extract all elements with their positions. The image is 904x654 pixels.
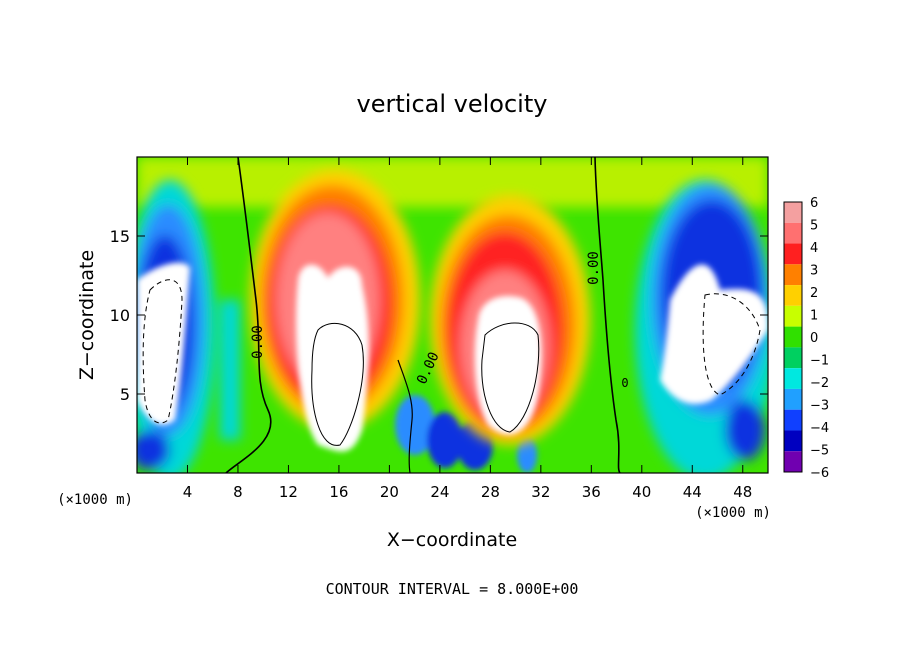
colorbar-label: −6 (810, 466, 829, 481)
x-tick-label: 28 (481, 483, 500, 501)
colorbar-segment (784, 409, 802, 431)
x-axis-label: X−coordinate (387, 529, 517, 551)
colorbar-label: 4 (810, 241, 818, 256)
x-axis-ticks: 4 8 12 16 20 24 28 32 36 40 44 48 (183, 157, 752, 501)
colorbar-segment (784, 202, 802, 223)
contour-label: 0 (621, 376, 628, 390)
colorbar-label: −3 (810, 399, 829, 414)
colorbar-segment (784, 285, 802, 306)
colorbar: 6 5 4 3 2 1 0 −1 −2 −3 −4 −5 −6 (783, 196, 829, 481)
x-tick-label: 4 (183, 483, 193, 501)
contour-interval-note: CONTOUR INTERVAL = 8.000E+00 (326, 580, 579, 598)
x-tick-label: 16 (329, 483, 348, 501)
x-tick-label: 32 (531, 483, 550, 501)
colorbar-label: 2 (810, 286, 818, 301)
colorbar-label: −1 (810, 354, 829, 369)
colorbar-label: 3 (810, 264, 818, 279)
colorbar-segment (784, 451, 802, 472)
heatmap-field (137, 157, 768, 473)
x-tick-label: 8 (233, 483, 243, 501)
x-unit-left: (×1000 m) (57, 492, 133, 508)
y-tick-label: 5 (120, 385, 130, 404)
x-tick-label: 36 (582, 483, 601, 501)
colorbar-frame (783, 201, 803, 473)
colorbar-segment (784, 305, 802, 327)
colorbar-segment (784, 264, 802, 286)
colorbar-label: −5 (810, 444, 829, 459)
y-tick-label: 15 (110, 227, 130, 246)
colorbar-label: 0 (810, 331, 818, 346)
colorbar-label: 5 (810, 219, 818, 234)
colorbar-label: 6 (810, 196, 818, 211)
colorbar-segment (784, 430, 802, 452)
chart-title: vertical velocity (357, 90, 548, 118)
x-tick-label: 48 (733, 483, 752, 501)
colorbar-segment (784, 368, 802, 389)
colorbar-segment (784, 347, 802, 369)
colorbar-segment (784, 388, 802, 410)
colorbar-segment (784, 222, 802, 244)
colorbar-label: −4 (810, 421, 829, 436)
x-unit-right: (×1000 m) (695, 505, 771, 521)
y-axis-label: Z−coordinate (76, 250, 98, 380)
colorbar-label: 1 (810, 309, 818, 324)
x-tick-label: 20 (380, 483, 399, 501)
colorbar-segment (784, 326, 802, 348)
colorbar-segment (784, 243, 802, 265)
contour-label: 0.00 (250, 325, 266, 359)
contour-label: 0.00 (586, 251, 602, 285)
y-axis-ticks: 5 10 15 (110, 227, 768, 404)
colorbar-label: −2 (810, 376, 829, 391)
y-tick-label: 10 (110, 306, 130, 325)
x-tick-label: 40 (632, 483, 651, 501)
x-tick-label: 44 (683, 483, 702, 501)
x-tick-label: 12 (279, 483, 298, 501)
x-tick-label: 24 (430, 483, 449, 501)
